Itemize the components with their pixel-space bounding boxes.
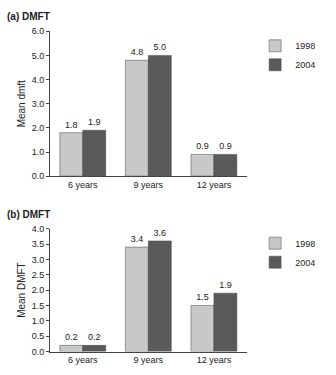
svg-text:4.0: 4.0 (32, 224, 45, 234)
svg-text:12 years: 12 years (197, 180, 232, 190)
svg-text:0.2: 0.2 (88, 332, 101, 342)
svg-text:0.2: 0.2 (65, 332, 78, 342)
svg-text:9 years: 9 years (134, 355, 164, 365)
svg-text:1.0: 1.0 (32, 316, 45, 326)
svg-text:1998: 1998 (295, 239, 315, 249)
svg-text:3.0: 3.0 (32, 255, 45, 265)
svg-text:4.0: 4.0 (32, 75, 45, 85)
svg-text:2.0: 2.0 (32, 285, 45, 295)
svg-text:(a) DMFT: (a) DMFT (7, 11, 50, 22)
svg-text:5.0: 5.0 (154, 42, 167, 52)
svg-text:1.0: 1.0 (32, 147, 45, 157)
svg-text:1.9: 1.9 (88, 117, 101, 127)
svg-text:6.0: 6.0 (32, 26, 45, 36)
svg-text:3.4: 3.4 (131, 234, 144, 244)
svg-text:4.8: 4.8 (131, 47, 144, 57)
svg-text:1.9: 1.9 (219, 280, 232, 290)
svg-text:3.6: 3.6 (154, 228, 167, 238)
svg-text:2.5: 2.5 (32, 270, 45, 280)
svg-text:1.5: 1.5 (32, 301, 45, 311)
svg-text:3.5: 3.5 (32, 239, 45, 249)
svg-text:1.8: 1.8 (65, 120, 78, 130)
svg-text:2004: 2004 (295, 258, 315, 268)
svg-text:3.0: 3.0 (32, 99, 45, 109)
svg-text:0.0: 0.0 (32, 171, 45, 181)
svg-text:Mean dmft: Mean dmft (16, 80, 27, 127)
svg-text:1998: 1998 (295, 41, 315, 51)
svg-text:12 years: 12 years (197, 355, 232, 365)
svg-text:0.9: 0.9 (196, 141, 209, 151)
svg-text:5.0: 5.0 (32, 51, 45, 61)
svg-text:0.5: 0.5 (32, 331, 45, 341)
svg-text:(b) DMFT: (b) DMFT (7, 209, 50, 220)
svg-text:Mean DMFT: Mean DMFT (16, 262, 27, 318)
svg-text:2.0: 2.0 (32, 123, 45, 133)
svg-text:0.9: 0.9 (219, 141, 232, 151)
svg-text:9 years: 9 years (134, 180, 164, 190)
svg-text:6 years: 6 years (68, 180, 98, 190)
svg-text:6 years: 6 years (68, 355, 98, 365)
svg-text:0.0: 0.0 (32, 347, 45, 357)
svg-text:1.5: 1.5 (196, 292, 209, 302)
svg-text:2004: 2004 (295, 60, 315, 70)
